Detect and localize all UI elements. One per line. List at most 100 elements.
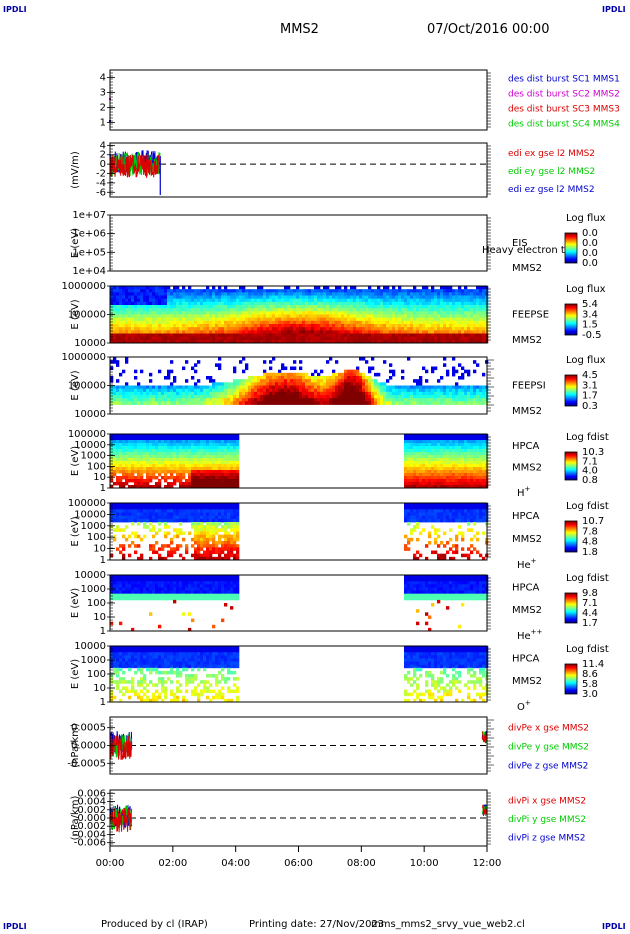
heatmap-cell [188,317,192,322]
heatmap-cell [452,440,456,444]
heatmap-cell [389,330,393,334]
heatmap-cell [224,446,228,450]
heatmap-cell [467,320,471,325]
heatmap-cell [479,336,483,341]
heatmap-cell [314,398,318,402]
heatmap-cell [173,292,177,296]
heatmap-cell [470,327,474,331]
heatmap-cell [167,485,171,489]
heatmap-cell [245,317,249,322]
heatmap-cell [401,311,405,315]
heatmap-cell [200,458,204,462]
heatmap-cell [452,470,456,474]
heatmap-cell [221,464,225,468]
heatmap-cell [227,311,231,315]
heatmap-cell [218,327,222,331]
heatmap-cell [149,449,153,453]
heatmap-cell [140,440,144,444]
heatmap-cell [446,324,450,328]
heatmap-cell [479,286,483,290]
heatmap-cell [374,301,378,306]
heatmap-cell [215,437,219,441]
heatmap-cell [467,401,471,405]
heatmap-cell [479,464,483,468]
heatmap-cell [314,391,318,396]
heatmap-cell [233,388,237,393]
heatmap-cell [416,308,420,312]
heatmap-cell [227,476,231,480]
heatmap-cell [467,449,471,453]
heatmap-cell [161,464,165,468]
heatmap-cell [329,314,333,319]
heatmap-cell [248,398,252,402]
heatmap-cell [155,324,159,328]
heatmap-cell [467,292,471,296]
legend-entry: edi ey gse l2 MMS2 [508,167,595,177]
heatmap-cell [293,292,297,296]
heatmap-cell [452,455,456,459]
heatmap-cell [134,518,138,523]
heatmap-cell [392,401,396,405]
heatmap-cell [335,376,339,380]
heatmap-cell [137,512,141,517]
heatmap-cell [467,372,471,377]
heatmap-cell [179,467,183,471]
heatmap-cell [443,485,447,489]
heatmap-cell [362,330,366,334]
heatmap-cell [314,379,318,383]
heatmap-cell [455,369,459,374]
heatmap-cell [473,455,477,459]
heatmap-cell [122,388,126,393]
heatmap-cell [437,470,441,474]
heatmap-cell [269,317,273,322]
heatmap-cell [146,327,150,331]
heatmap-cell [449,470,453,474]
heatmap-cell [374,395,378,399]
heatmap-cell [392,298,396,303]
heatmap-cell [182,452,186,456]
heatmap-cell [116,482,120,486]
heatmap-cell [296,401,300,405]
heatmap-cell [116,289,120,293]
heatmap-cell [440,470,444,474]
heatmap-cell [326,320,330,325]
heatmap-cell [404,327,408,331]
heatmap-cell [377,398,381,402]
heatmap-cell [221,333,225,338]
heatmap-cell [158,324,162,328]
heatmap-cell [473,440,477,444]
heatmap-cell [197,324,201,328]
panel-label: HPCA [512,441,540,452]
heatmap-cell [374,298,378,303]
heatmap-cell [209,470,213,474]
heatmap-cell [209,440,213,444]
heatmap-cell [347,308,351,312]
heatmap-cell [128,339,132,344]
heatmap-cell [293,317,297,322]
heatmap-cell [257,286,261,290]
heatmap-cell [188,292,192,296]
heatmap-cell [443,308,447,312]
heatmap-cell [338,333,342,338]
heatmap-cell [155,308,159,312]
heatmap-cell [134,479,138,483]
heatmap-cell [128,388,132,393]
heatmap-cell [158,398,162,402]
heatmap-cell [197,360,201,364]
heatmap-cell [263,330,267,334]
heatmap-cell [455,292,459,296]
heatmap-cell [173,298,177,303]
heatmap-cell [323,388,327,393]
heatmap-cell [311,324,315,328]
colorbar-tick-label: 3.4 [582,309,598,320]
heatmap-cell [437,398,441,402]
heatmap-cell [413,339,417,344]
heatmap-cell [338,308,342,312]
heatmap-cell [464,455,468,459]
heatmap-cell [449,395,453,399]
heatmap-cell [362,333,366,338]
heatmap-cell [164,311,168,315]
heatmap-cell [284,289,288,293]
heatmap-cell [158,452,162,456]
heatmap-cell [350,330,354,334]
